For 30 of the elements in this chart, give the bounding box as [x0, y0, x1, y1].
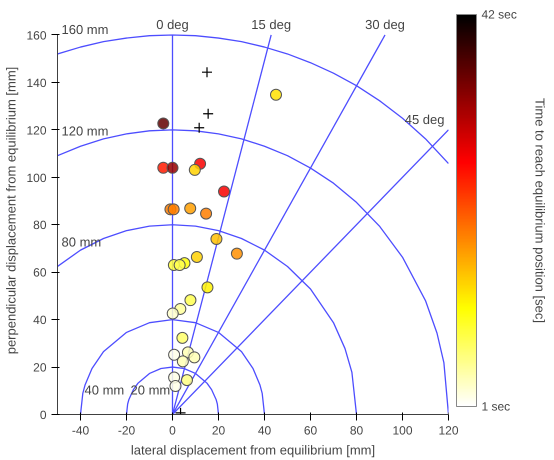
series-label: 30 deg	[365, 16, 405, 32]
y-tick-label: 140	[26, 76, 47, 90]
series-label: 0 deg	[156, 16, 189, 32]
x-axis-title: lateral displacement from equilibrium [mm]	[130, 442, 376, 458]
y-tick-label: 40	[33, 313, 47, 328]
y-axis-title: perpendicular displacement from equilibrium [mm]	[3, 66, 18, 354]
y-tick-label: 80	[33, 218, 47, 232]
series-label: 15 deg	[251, 16, 292, 32]
color-bar-title: Time to reach equilibrium position [sec]	[532, 98, 548, 323]
y-tick-label: 100	[26, 170, 47, 185]
x-tick-label: -20	[118, 424, 136, 438]
x-tick-label: 60	[304, 424, 318, 438]
x-tick-label: 120	[438, 424, 459, 438]
x-tick-label: 100	[392, 424, 413, 438]
x-tick-label: 40	[258, 424, 272, 438]
color-bar-label: 42 sec	[482, 8, 517, 22]
x-tick-label: 80	[350, 424, 364, 438]
color-bar-label: 1 sec	[482, 400, 510, 414]
y-tick-label: 160	[26, 28, 47, 42]
series-label: 120 mm	[62, 124, 108, 139]
x-tick-label: 20	[212, 424, 226, 438]
y-tick-label: 120	[26, 123, 47, 138]
y-tick-label: 0	[40, 408, 47, 422]
y-tick-label: 20	[33, 360, 47, 375]
series-label: 45 deg	[404, 112, 445, 127]
x-tick-label: 0	[169, 424, 176, 438]
y-tick-label: 60	[33, 266, 47, 280]
series-label: 160 mm	[62, 22, 108, 37]
x-tick-label: -40	[72, 424, 90, 438]
series-label: 40 mm	[84, 382, 124, 398]
